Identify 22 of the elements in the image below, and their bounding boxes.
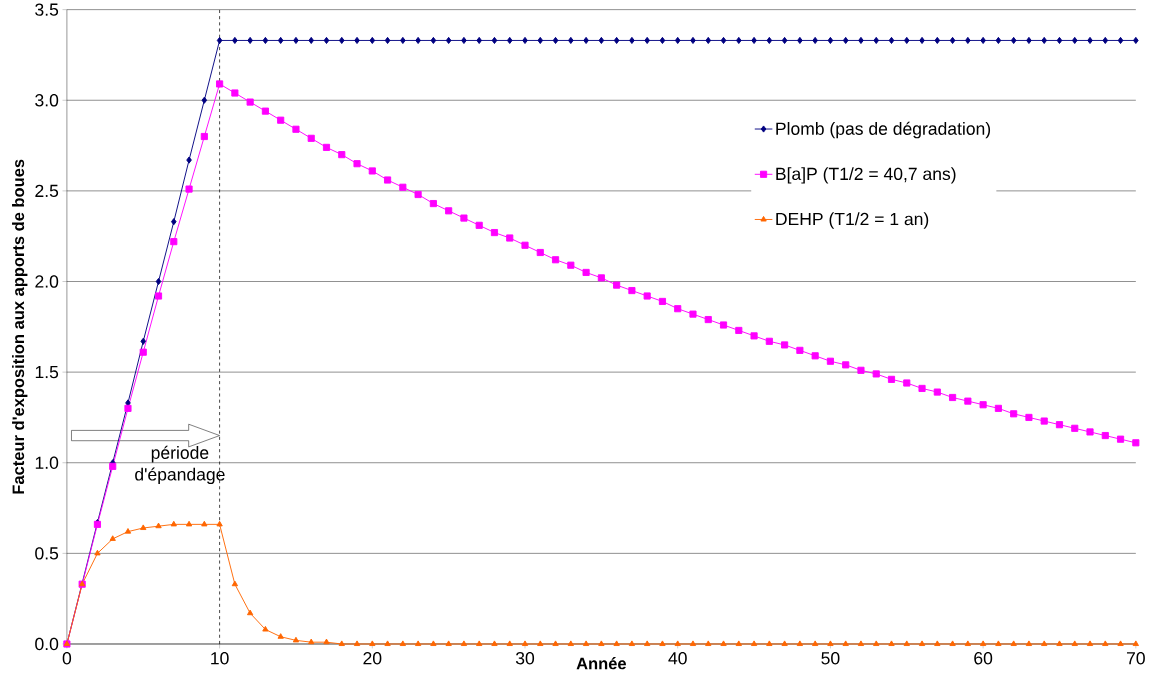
- x-axis-title: Année: [576, 657, 626, 670]
- y-tick-label: 1.5: [35, 366, 59, 379]
- legend-label: DEHP (T1/2 = 1 an): [776, 212, 929, 229]
- y-axis-title: Facteur d'exposition aux apports de boues: [12, 159, 28, 494]
- x-tick-label: 70: [1126, 652, 1145, 665]
- y-tick-label: 1.0: [35, 456, 59, 470]
- y-tick-label: 3.5: [35, 3, 59, 16]
- x-tick-label: 10: [211, 652, 229, 665]
- x-tick-label: 0: [62, 652, 72, 665]
- y-tick-label: 0.0: [35, 637, 59, 651]
- x-tick-label: 40: [668, 652, 687, 665]
- y-tick-label: 2.5: [35, 184, 59, 198]
- x-tick-label: 60: [974, 652, 993, 665]
- x-tick-label: 30: [515, 652, 535, 665]
- y-tick-label: 3.0: [35, 94, 59, 107]
- x-tick-label: 50: [821, 652, 840, 665]
- legend-label: B[a]P (T1/2 = 40,7 ans): [776, 167, 956, 184]
- x-tick-label: 20: [363, 652, 382, 665]
- y-tick-label: 2.0: [35, 275, 59, 288]
- legend-label: Plomb (pas de dégradation): [776, 121, 991, 139]
- y-tick-label: 0.5: [35, 547, 59, 560]
- ref-line-label: période d'épandage: [135, 445, 225, 485]
